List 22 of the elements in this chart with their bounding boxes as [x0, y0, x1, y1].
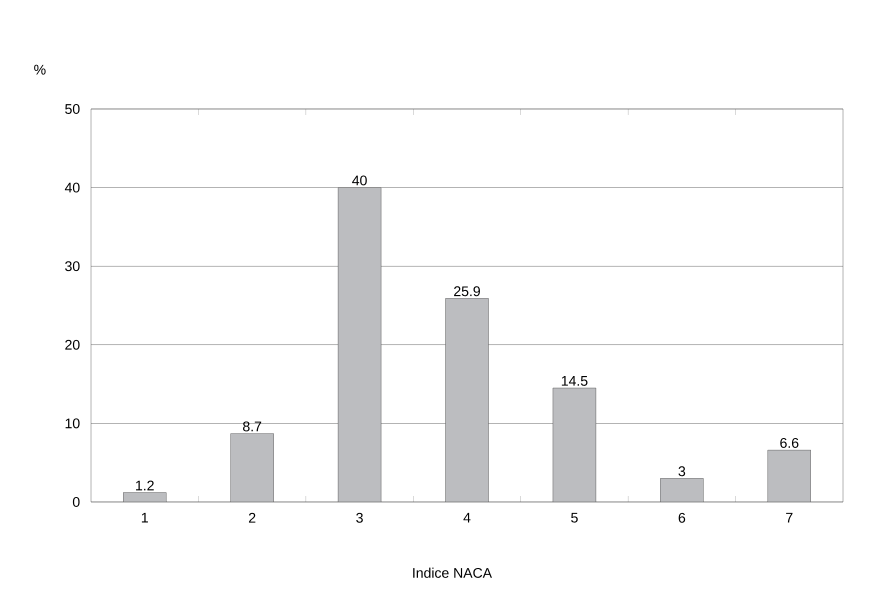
y-tick-label: 10	[66, 418, 80, 428]
data-label: 1.2	[136, 480, 154, 490]
y-tick-label: 50	[65, 104, 80, 114]
x-tick-label: 2	[248, 512, 256, 523]
data-label: 14.5	[562, 376, 588, 386]
y-tick-label: 20	[65, 340, 80, 350]
x-tick-label: 5	[571, 512, 578, 523]
y-tick-label: 0	[72, 497, 80, 507]
x-tick-label: 4	[463, 512, 470, 522]
data-label: 8.7	[243, 421, 262, 432]
x-tick-label: 7	[786, 512, 792, 522]
data-label: 25.9	[454, 286, 480, 296]
y-axis-title: %	[34, 64, 46, 75]
y-tick-label: 40	[64, 182, 80, 193]
y-tick-label: 30	[65, 261, 80, 272]
x-tick-label: 6	[678, 512, 686, 523]
x-axis-title: Indice NACA	[413, 568, 492, 578]
data-label: 6.6	[780, 438, 798, 448]
data-label: 3	[678, 466, 686, 476]
x-tick-label: 3	[356, 512, 363, 523]
x-tick-label: 1	[142, 512, 148, 522]
data-label: 40	[352, 175, 367, 186]
